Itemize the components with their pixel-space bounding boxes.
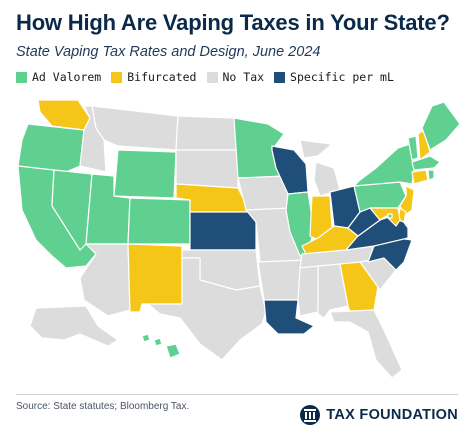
footer-divider xyxy=(16,394,458,395)
page-subtitle: State Vaping Tax Rates and Design, June … xyxy=(16,44,321,60)
legend-label-bifurcated: Bifurcated xyxy=(127,70,197,84)
state-la xyxy=(263,299,315,335)
legend-item-ad-valorem: Ad Valorem xyxy=(16,70,101,84)
legend-swatch-specific xyxy=(274,71,286,83)
page-title: How High Are Vaping Taxes in Your State? xyxy=(16,10,450,35)
state-ct xyxy=(411,169,429,185)
state-tx xyxy=(147,257,267,361)
state-sd xyxy=(175,149,239,189)
legend: Ad Valorem Bifurcated No Tax Specific pe… xyxy=(16,70,394,84)
state-nh xyxy=(417,129,431,161)
state-or xyxy=(17,123,85,173)
state-wy xyxy=(113,149,177,199)
state-ri xyxy=(427,169,435,181)
legend-label-ad-valorem: Ad Valorem xyxy=(32,70,102,84)
state-mt xyxy=(91,105,179,151)
brand-name: TAX FOUNDATION xyxy=(326,407,458,423)
state-co xyxy=(127,197,191,245)
state-ak xyxy=(29,305,119,347)
state-ks xyxy=(189,211,257,251)
state-nv xyxy=(51,169,93,251)
state-dc xyxy=(387,213,393,219)
legend-label-specific: Specific per mL xyxy=(290,70,394,84)
legend-swatch-bifurcated xyxy=(111,71,123,83)
tax-foundation-logo-icon xyxy=(300,405,321,425)
state-nm xyxy=(127,243,183,313)
legend-swatch-ad-valorem xyxy=(16,71,27,83)
state-ny xyxy=(353,143,415,187)
state-ma xyxy=(411,155,441,171)
state-fl xyxy=(329,309,403,379)
state-hi xyxy=(141,333,181,359)
legend-label-no-tax: No Tax xyxy=(222,70,265,84)
source-note: Source: State statutes; Bloomberg Tax. xyxy=(16,401,190,412)
legend-item-bifurcated: Bifurcated xyxy=(111,70,197,84)
state-ms xyxy=(297,265,319,317)
legend-item-no-tax: No Tax xyxy=(206,70,265,84)
legend-swatch-no-tax xyxy=(206,71,218,83)
state-me xyxy=(421,101,461,151)
us-map-container xyxy=(0,92,474,392)
tax-foundation-brand: TAX FOUNDATION xyxy=(300,405,458,425)
state-vt xyxy=(407,135,419,161)
legend-item-specific: Specific per mL xyxy=(274,70,394,84)
state-nd xyxy=(175,115,239,151)
state-md xyxy=(369,207,401,227)
us-map xyxy=(17,99,461,379)
